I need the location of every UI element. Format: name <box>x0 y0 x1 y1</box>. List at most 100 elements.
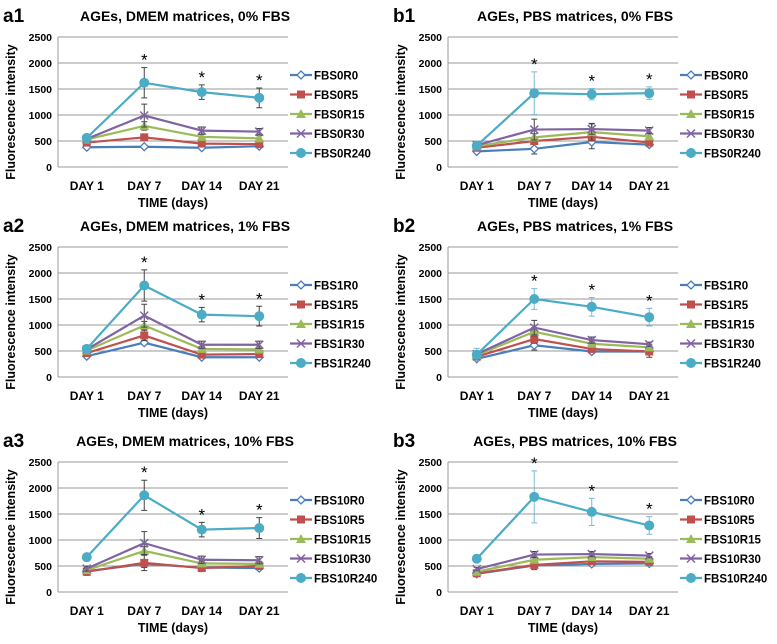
x-axis-label: TIME (days) <box>138 621 208 635</box>
significance-asterisk: * <box>141 51 148 70</box>
x-tick-label: DAY 7 <box>127 179 161 193</box>
significance-asterisk: * <box>646 70 653 89</box>
series-FBS10R30 <box>82 531 264 574</box>
legend-label: FBS0R30 <box>314 129 365 141</box>
legend-label: FBS10R0 <box>314 496 365 508</box>
series-line <box>476 92 650 147</box>
data-point <box>255 350 264 359</box>
legend-label: FBS10R15 <box>314 535 371 547</box>
legend-marker <box>686 358 696 368</box>
series-line <box>85 284 260 350</box>
series-line <box>475 297 650 356</box>
data-point <box>196 87 207 98</box>
series-line <box>476 556 650 573</box>
x-tick-label: DAY 14 <box>571 179 612 193</box>
y-tick-label: 0 <box>436 162 442 174</box>
data-point <box>529 550 539 560</box>
panel-label: a2 <box>3 216 24 237</box>
legend-marker <box>686 495 696 505</box>
chart-title: AGEs, DMEM matrices, 0% FBS <box>80 8 290 24</box>
x-axis-label: TIME (days) <box>528 196 598 210</box>
data-point <box>644 131 655 141</box>
x-tick-label: DAY 7 <box>517 604 551 618</box>
data-point <box>645 347 654 356</box>
data-point <box>197 126 207 136</box>
legend-label: FBS0R5 <box>704 90 749 102</box>
series-FBS10R30 <box>472 549 654 574</box>
significance-asterisk: * <box>646 500 653 519</box>
data-point <box>644 88 655 99</box>
legend-marker <box>296 109 306 118</box>
chart-panel-b1: b1 AGEs, PBS matrices, 0% FBS 0 500 1000 1500… <box>390 0 777 214</box>
legend-marker <box>686 573 696 583</box>
legend-marker <box>296 128 306 139</box>
y-tick-label: 2000 <box>29 58 53 70</box>
y-tick-label: 1500 <box>29 294 53 306</box>
data-point <box>140 558 149 567</box>
chart-title: AGEs, PBS matrices, 0% FBS <box>477 8 673 24</box>
y-tick-label: 2500 <box>29 242 53 254</box>
x-tick-label: DAY 1 <box>70 179 104 193</box>
chart-title: AGEs, DMEM matrices, 10% FBS <box>76 433 294 449</box>
data-point <box>197 139 206 148</box>
legend-marker <box>687 90 695 99</box>
series-FBS1R240 <box>471 288 655 362</box>
series-line <box>476 552 650 571</box>
series-line <box>86 136 260 146</box>
series-line <box>476 135 650 149</box>
data-point <box>81 552 92 563</box>
x-tick-label: DAY 14 <box>571 389 612 403</box>
legend-label: FBS0R30 <box>704 129 755 141</box>
legend-marker <box>687 515 695 524</box>
x-tick-label: DAY 21 <box>239 389 280 403</box>
data-point <box>587 549 597 559</box>
series-line <box>86 324 260 352</box>
y-tick-label: 0 <box>436 587 442 599</box>
data-point <box>587 344 596 353</box>
legend-marker <box>686 338 696 349</box>
legend-label: FBS10R240 <box>314 574 377 586</box>
y-tick-label: 1500 <box>419 84 443 96</box>
chart-title: AGEs, PBS matrices, 1% FBS <box>477 218 673 234</box>
legend-marker <box>297 90 305 99</box>
data-point <box>197 555 207 565</box>
panel-label: a1 <box>3 6 25 27</box>
data-point <box>644 520 655 531</box>
legend-label: FBS10R240 <box>704 574 767 586</box>
panel-label: b2 <box>393 216 415 237</box>
y-tick-label: 1500 <box>29 84 53 96</box>
significance-asterisk: * <box>256 71 263 90</box>
data-point <box>196 309 207 320</box>
significance-asterisk: * <box>531 272 538 291</box>
legend-marker <box>296 148 306 158</box>
data-point <box>196 524 207 535</box>
data-point <box>254 555 264 565</box>
legend-label: FBS0R0 <box>704 71 748 83</box>
chart-svg: a1 AGEs, DMEM matrices, 0% FBS 0 500 1000 150… <box>3 6 371 210</box>
data-point <box>140 133 149 142</box>
data-point <box>254 92 265 103</box>
x-axis-label: TIME (days) <box>138 406 208 420</box>
x-tick-label: DAY 1 <box>70 389 104 403</box>
y-tick-label: 1000 <box>419 320 443 332</box>
legend-label: FBS10R5 <box>314 515 365 527</box>
series-line <box>86 114 260 140</box>
chart-svg: a3 AGEs, DMEM matrices, 10% FBS 0 500 1000 15… <box>3 431 377 635</box>
data-point <box>530 335 539 344</box>
series-line <box>86 341 260 359</box>
x-tick-label: DAY 1 <box>460 179 494 193</box>
data-point <box>529 491 540 502</box>
legend-marker <box>296 358 306 368</box>
data-point <box>254 344 265 354</box>
data-point <box>644 551 654 561</box>
y-tick-label: 2000 <box>29 483 53 495</box>
significance-asterisk: * <box>646 291 653 310</box>
series-line <box>86 334 260 356</box>
y-tick-label: 2000 <box>419 268 443 280</box>
series-line <box>86 561 260 573</box>
x-axis-label: TIME (days) <box>528 406 598 420</box>
y-tick-label: 2500 <box>29 32 53 44</box>
data-point <box>587 335 597 345</box>
y-tick-label: 1000 <box>29 110 53 122</box>
significance-asterisk: * <box>531 55 538 74</box>
